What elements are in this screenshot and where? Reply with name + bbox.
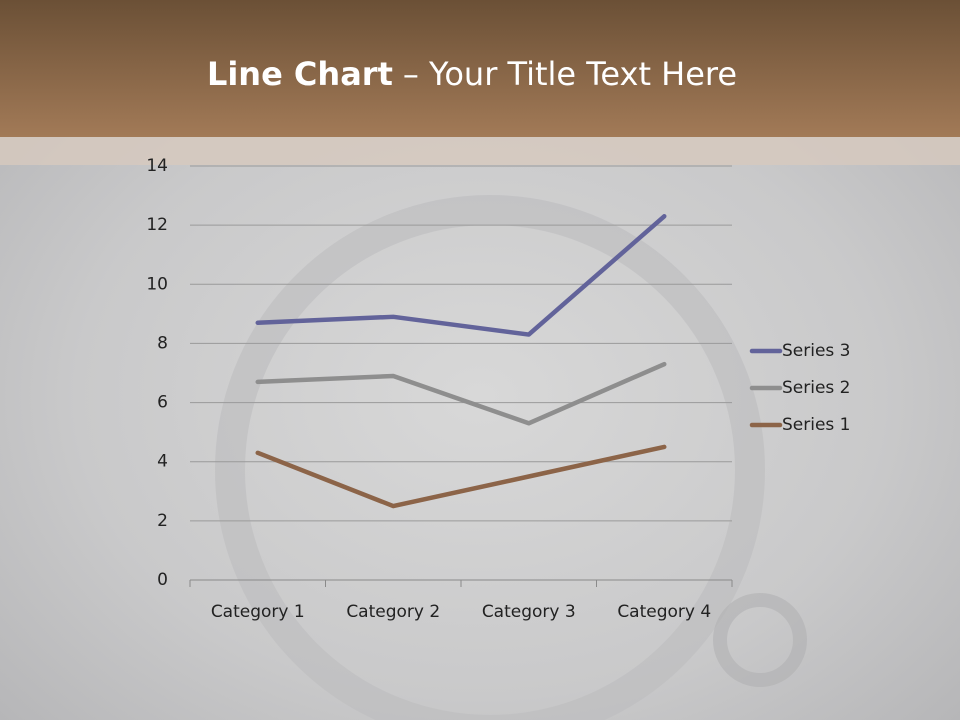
y-tick-label: 10	[146, 274, 168, 294]
x-tick-label: Category 4	[617, 602, 711, 622]
series-line	[255, 444, 667, 509]
x-tick-label: Category 2	[346, 602, 440, 622]
background-decor	[713, 593, 807, 687]
y-tick-label: 2	[157, 511, 168, 531]
series-line	[255, 361, 667, 426]
background-decor	[215, 195, 765, 724]
legend-label: Series 3	[782, 341, 851, 361]
y-tick-label: 8	[157, 333, 168, 353]
legend-label: Series 1	[782, 415, 851, 435]
title-rest: – Your Title Text Here	[403, 55, 737, 93]
x-tick-label: Category 3	[482, 602, 576, 622]
y-tick-label: 6	[157, 393, 168, 413]
slide-title: Line Chart – Your Title Text Here	[207, 55, 737, 93]
header-strip	[0, 137, 960, 165]
series-line	[255, 214, 667, 337]
legend-label: Series 2	[782, 378, 851, 398]
y-tick-label: 0	[157, 570, 168, 590]
x-tick-label: Category 1	[211, 602, 305, 622]
chart: 0 2 4 6 8 10 12 14 Category 1 Category 2 Category …	[146, 156, 850, 622]
title-bold: Line Chart	[207, 55, 393, 93]
y-tick-label: 12	[146, 215, 168, 235]
header-band	[0, 0, 960, 137]
y-tick-label: 14	[146, 156, 168, 176]
y-tick-label: 4	[157, 452, 168, 472]
